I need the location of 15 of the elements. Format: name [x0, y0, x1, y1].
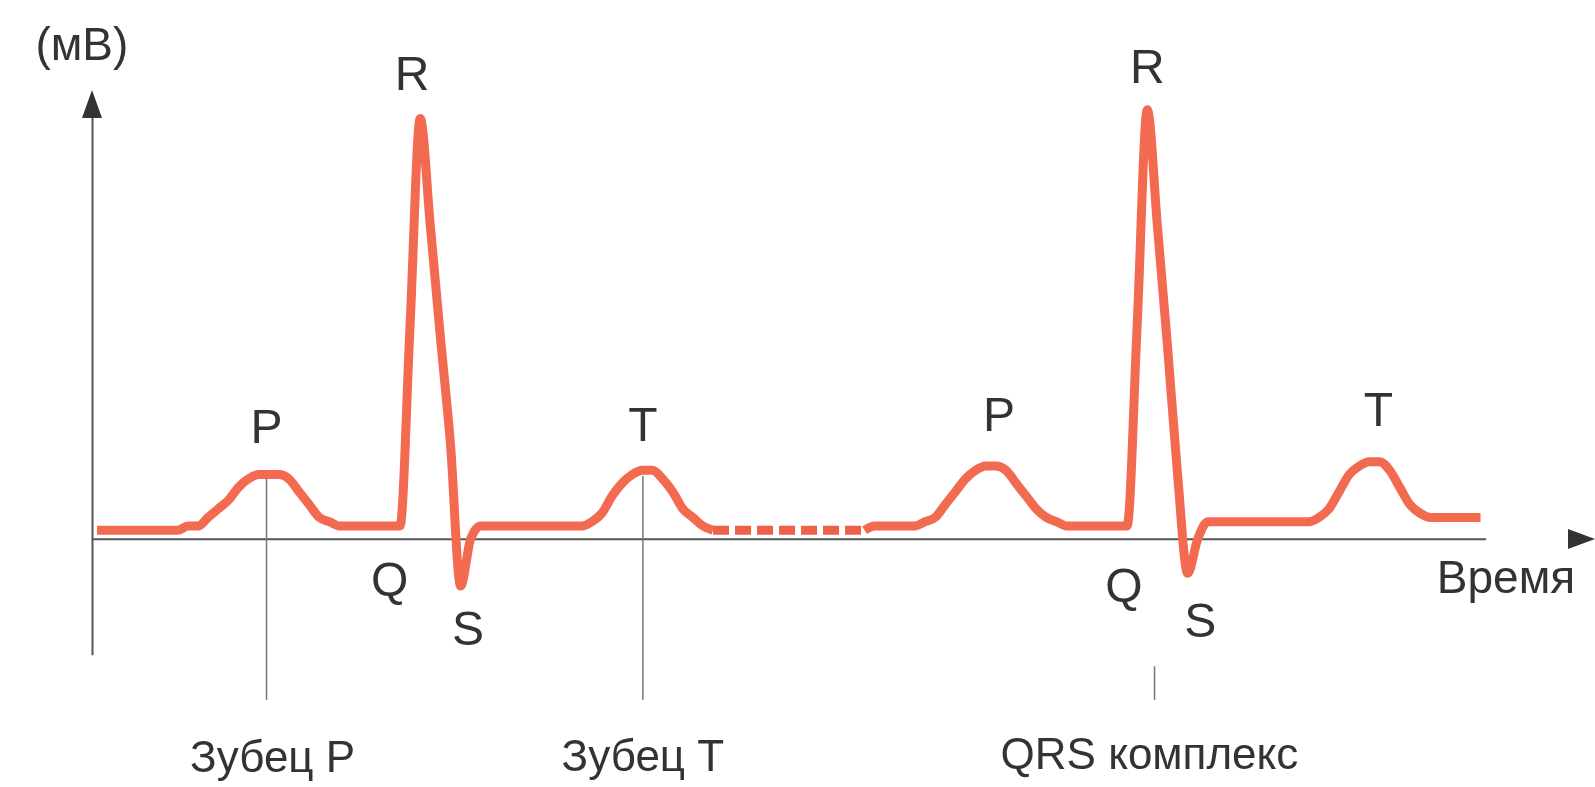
- text: Зубец P: [190, 731, 356, 781]
- annotation: T: [628, 398, 658, 452]
- annotation: Q: [1105, 558, 1143, 612]
- text: S: [1184, 593, 1217, 647]
- annotation: T: [1363, 382, 1393, 436]
- text: R: [394, 47, 430, 101]
- annotation: P: [982, 388, 1015, 442]
- text: Зубец T: [561, 730, 725, 780]
- text: QRS комплекс: [1000, 728, 1299, 778]
- annotation: Q: [370, 552, 409, 606]
- annotation: P: [250, 400, 283, 454]
- x-axis-title: Время: [1436, 551, 1576, 604]
- text: S: [451, 601, 484, 655]
- text: R: [1130, 40, 1165, 94]
- y-axis-title: (мВ): [35, 18, 129, 71]
